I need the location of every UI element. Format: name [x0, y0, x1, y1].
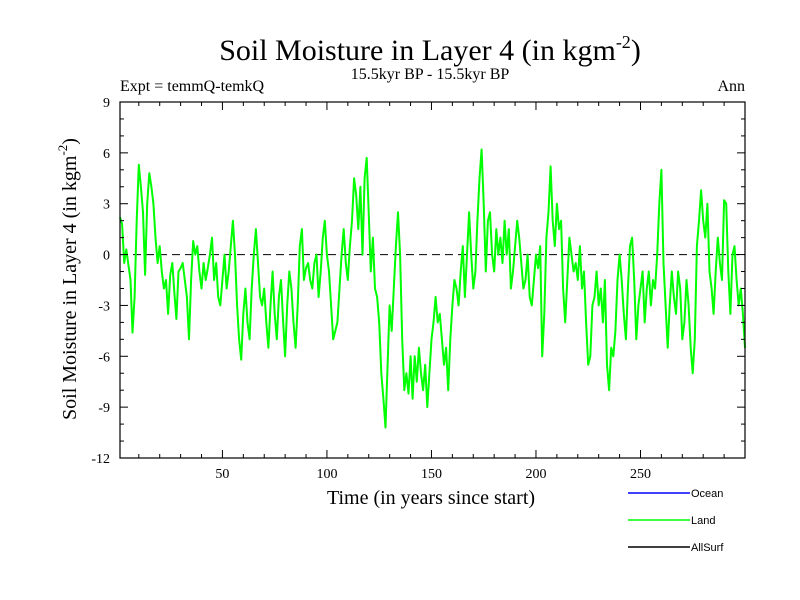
- y-axis-label: Soil Moisture in Layer 4 (in kgm-2): [55, 138, 81, 420]
- legend-item-allsurf: AllSurf: [628, 542, 724, 554]
- chart-title: Soil Moisture in Layer 4 (in kgm-2): [219, 32, 641, 67]
- x-tick-label: 250: [630, 467, 651, 482]
- y-tick-label: -12: [91, 452, 110, 467]
- legend-label-allsurf: AllSurf: [691, 542, 724, 554]
- chart-subtitle: 15.5kyr BP - 15.5kyr BP: [351, 66, 510, 83]
- legend-item-ocean: Ocean: [628, 488, 723, 500]
- x-axis-ticks: 50 100 150 200 250: [138, 102, 725, 482]
- x-tick-label: 200: [525, 467, 546, 482]
- experiment-label: Expt = temmQ-temkQ: [120, 78, 265, 95]
- legend-label-land: Land: [691, 515, 715, 527]
- y-tick-label: 6: [103, 147, 110, 162]
- y-tick-label: -9: [98, 401, 110, 416]
- plot-area: 50 100 150 200 250 9 6 3 0 -3 -6 -9 -12: [91, 96, 746, 482]
- x-tick-label: 50: [215, 467, 229, 482]
- legend-label-ocean: Ocean: [691, 488, 723, 500]
- y-tick-label: 0: [103, 249, 110, 264]
- y-axis-ticks: 9 6 3 0 -3 -6 -9 -12: [91, 96, 745, 467]
- x-tick-label: 100: [316, 467, 337, 482]
- y-tick-label: 9: [103, 96, 110, 111]
- season-label: Ann: [717, 78, 745, 95]
- x-axis-label: Time (in years since start): [327, 487, 535, 509]
- y-tick-label: -6: [98, 350, 110, 365]
- legend-item-land: Land: [628, 515, 715, 527]
- plot-frame: [119, 101, 746, 459]
- legend: Ocean Land AllSurf: [628, 488, 724, 554]
- x-tick-label: 150: [421, 467, 442, 482]
- y-tick-label: -3: [98, 299, 110, 314]
- y-tick-label: 3: [103, 198, 110, 213]
- land-series-line: [119, 148, 746, 429]
